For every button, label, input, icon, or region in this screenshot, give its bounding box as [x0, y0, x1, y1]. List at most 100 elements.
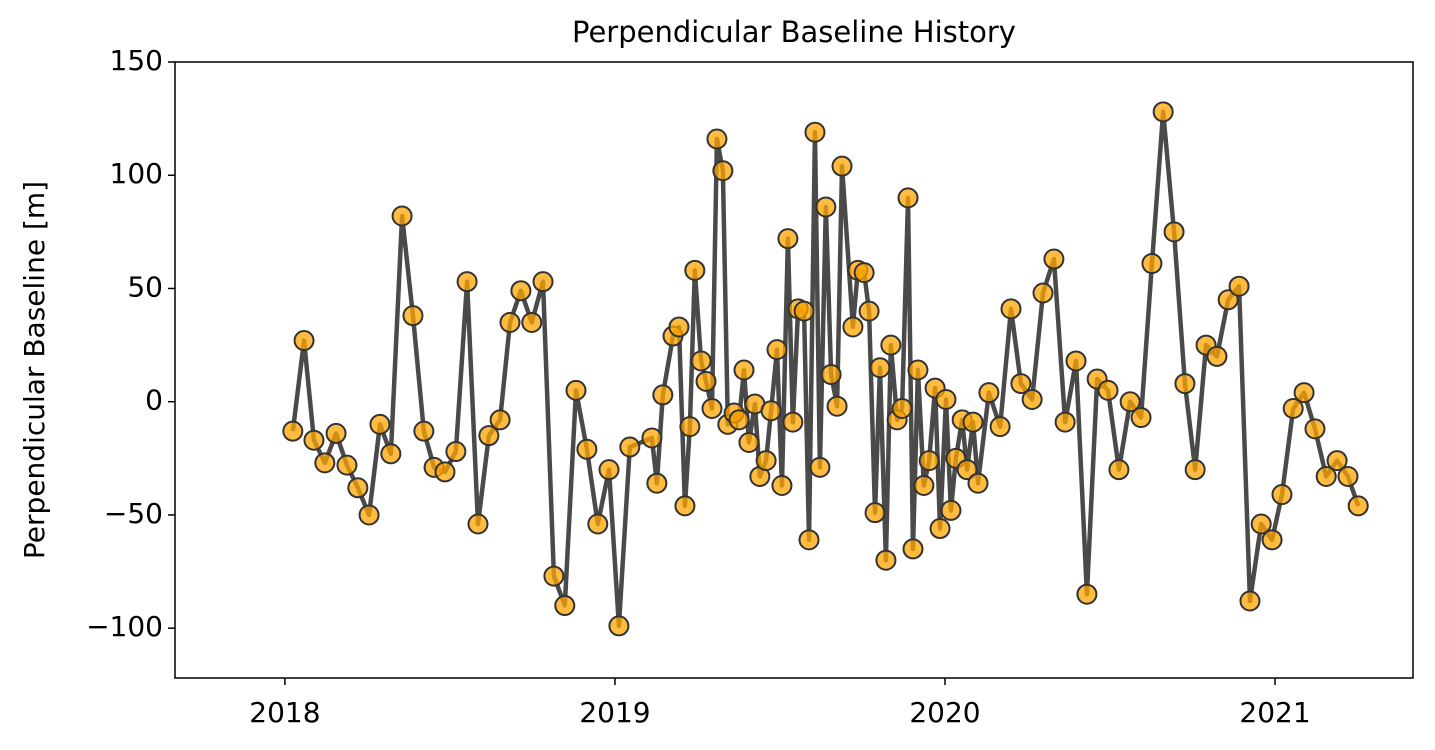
data-point [766, 339, 788, 361]
data-point [1261, 529, 1283, 551]
x-tick-label: 2021 [1239, 696, 1310, 729]
data-point [554, 595, 576, 617]
data-point [543, 565, 565, 587]
data-point [1130, 407, 1152, 429]
y-tick-label: −100 [86, 610, 163, 643]
data-point [1163, 221, 1185, 243]
data-point [565, 379, 587, 401]
data-point [587, 513, 609, 535]
data-point [1174, 373, 1196, 395]
data-point [1217, 289, 1239, 311]
data-point [619, 436, 641, 458]
data-point [445, 441, 467, 463]
data-point [891, 398, 913, 419]
y-axis-label: Perpendicular Baseline [m] [18, 181, 51, 559]
data-point [668, 316, 690, 338]
data-point [978, 382, 1000, 404]
data-point [831, 155, 853, 177]
data-point [864, 502, 886, 524]
data-point [902, 538, 924, 560]
data-point [325, 422, 347, 444]
data-point [842, 316, 864, 338]
data-point [728, 409, 750, 431]
data-point [1119, 391, 1141, 413]
data-point [684, 259, 706, 281]
data-point [314, 452, 336, 474]
data-point [809, 456, 831, 478]
data-point [391, 205, 413, 227]
data-point [1206, 345, 1228, 367]
data-point [875, 549, 897, 571]
data-point [733, 359, 755, 381]
data-point [701, 398, 723, 419]
data-point [690, 350, 712, 372]
data-point [1076, 583, 1098, 605]
data-point [1097, 379, 1119, 401]
data-point [853, 262, 875, 284]
chart-title: Perpendicular Baseline History [572, 15, 1016, 49]
data-point [1347, 495, 1369, 517]
data-point [510, 280, 532, 302]
data-point [1032, 282, 1054, 304]
data-point [712, 160, 734, 182]
data-point [576, 438, 598, 460]
data-point [1010, 373, 1032, 395]
data-point [1282, 398, 1304, 419]
data-point [738, 431, 760, 453]
data-point [913, 475, 935, 496]
data-point [858, 300, 880, 322]
x-tick-label: 2019 [579, 696, 650, 729]
data-point [967, 472, 989, 494]
plot-frame [174, 61, 1414, 679]
data-point [804, 121, 826, 143]
data-point [760, 400, 782, 422]
data-point [782, 411, 804, 433]
data-point [434, 461, 456, 483]
data-point [940, 499, 962, 521]
data-point [608, 615, 630, 637]
data-point [641, 427, 663, 449]
data-point [1054, 411, 1076, 433]
data-point [962, 411, 984, 433]
data-point [1228, 275, 1250, 297]
data-point [499, 311, 521, 333]
data-point [929, 518, 951, 540]
data-point [1239, 590, 1261, 612]
data-point [918, 450, 940, 472]
data-point [336, 454, 358, 476]
data-point [1000, 298, 1022, 320]
data-point [897, 187, 919, 209]
data-point [907, 359, 929, 381]
y-tick-label: 0 [145, 384, 163, 417]
data-point [771, 475, 793, 496]
data-point [293, 330, 315, 352]
data-point [1250, 513, 1272, 535]
data-point [869, 357, 891, 379]
data-point [1271, 484, 1293, 506]
data-point [1152, 101, 1174, 123]
data-point [1108, 459, 1130, 481]
data-point [303, 429, 325, 451]
data-point [478, 425, 500, 447]
data-point [1141, 253, 1163, 275]
data-point [369, 413, 391, 435]
x-tick-label: 2018 [249, 696, 320, 729]
data-point [347, 477, 369, 499]
data-point [489, 409, 511, 431]
y-tick-label: 150 [110, 44, 163, 77]
data-point [820, 364, 842, 386]
data-point [652, 384, 674, 406]
data-point [695, 370, 717, 392]
y-tick-label: 100 [110, 157, 163, 190]
data-point [1293, 382, 1315, 404]
data-point [1337, 465, 1359, 487]
data-point [777, 228, 799, 250]
data-point [1315, 465, 1337, 487]
data-point [521, 311, 543, 333]
data-point [1021, 388, 1043, 410]
data-point [1065, 350, 1087, 372]
data-point [793, 300, 815, 322]
data-point [826, 395, 848, 417]
data-point [755, 450, 777, 472]
